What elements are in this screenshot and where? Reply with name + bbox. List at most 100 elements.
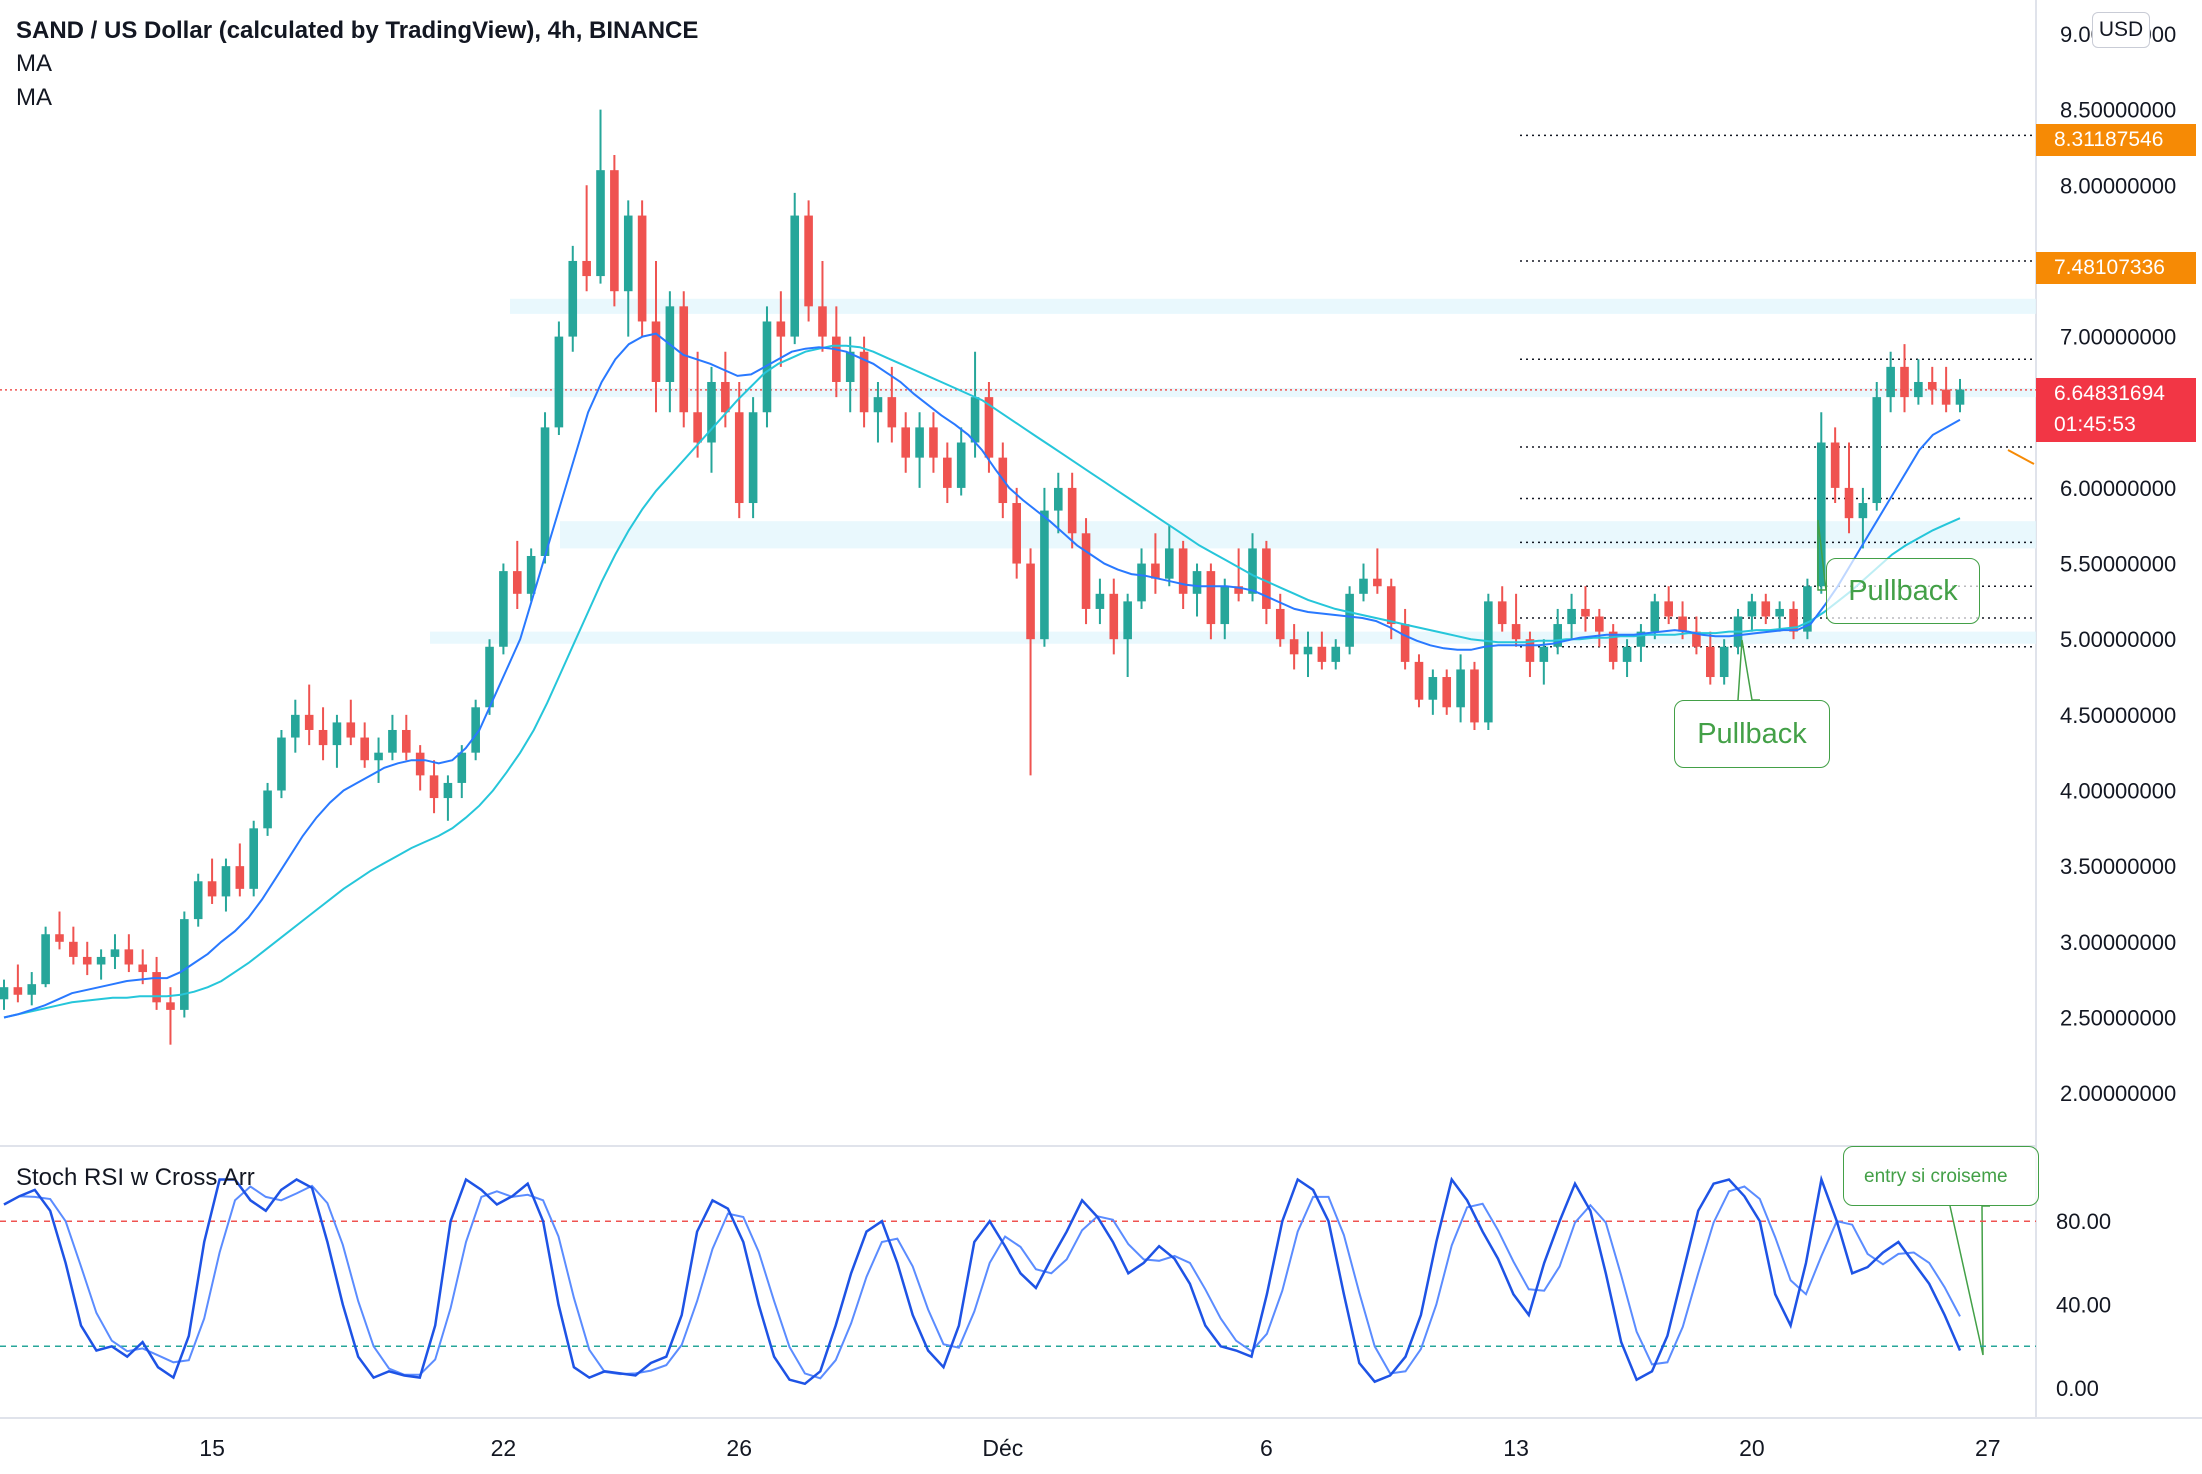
- time-tick-label: 26: [726, 1435, 752, 1461]
- candle-body: [249, 828, 259, 889]
- candle-body: [1539, 646, 1549, 662]
- candle-body: [1317, 646, 1327, 662]
- candle-body: [582, 260, 591, 277]
- stoch-tick-label: 40.00: [2056, 1293, 2111, 1318]
- candle-body: [1553, 624, 1563, 647]
- candle-body: [540, 427, 550, 556]
- stoch-tick-label: 80.00: [2056, 1209, 2111, 1234]
- pullback-note-1[interactable]: Pullback: [1826, 558, 1980, 624]
- candle-body: [1275, 608, 1285, 640]
- candle-body: [1484, 601, 1493, 723]
- candle-body: [1400, 624, 1410, 662]
- candle-body: [1705, 646, 1715, 678]
- time-tick-label: 15: [199, 1435, 225, 1461]
- currency-button[interactable]: USD: [2092, 12, 2150, 48]
- candle-body: [623, 215, 633, 292]
- candle-body: [193, 881, 203, 920]
- candle-body: [277, 737, 286, 791]
- candle-body: [762, 321, 772, 413]
- zone-band: [510, 298, 2036, 314]
- candle-body: [1414, 661, 1424, 700]
- candle-body: [166, 1002, 175, 1010]
- candlestick-series: [0, 109, 1965, 1045]
- candle-body: [1164, 548, 1174, 579]
- candle-body: [984, 397, 994, 458]
- candle-body: [1151, 563, 1160, 579]
- candle-body: [1095, 593, 1105, 609]
- candle-body: [0, 987, 9, 1000]
- candle-body: [499, 571, 508, 647]
- candle-body: [596, 170, 605, 277]
- candle-body: [485, 646, 494, 708]
- indicator-title[interactable]: Stoch RSI w Cross Arr: [16, 1164, 255, 1191]
- candle-body: [1692, 631, 1701, 647]
- candle-body: [1262, 548, 1271, 609]
- candle-body: [1678, 616, 1687, 632]
- candle-body: [1858, 503, 1868, 519]
- candle-body: [82, 956, 92, 965]
- candle-body: [1816, 442, 1826, 587]
- price-tick-label: 4.00000000: [2060, 779, 2176, 804]
- candle-body: [1803, 586, 1812, 632]
- candle-body: [1442, 677, 1452, 708]
- candle-body: [13, 987, 23, 995]
- candle-body: [804, 215, 813, 307]
- stoch-rsi-pane: [0, 1174, 2036, 1386]
- candle-body: [1497, 601, 1507, 625]
- price-tick-label: 8.50000000: [2060, 98, 2176, 123]
- candle-body: [96, 956, 106, 965]
- candle-body: [1040, 510, 1049, 640]
- candle-body: [457, 752, 467, 783]
- chart-title: SAND / US Dollar (calculated by TradingV…: [16, 17, 699, 44]
- current-price-value: 6.64831694: [2054, 382, 2165, 405]
- candle-body: [818, 306, 827, 337]
- candle-body: [1955, 389, 1965, 405]
- candle-body: [1608, 631, 1618, 662]
- candle-body: [346, 722, 356, 738]
- price-tick-label: 3.50000000: [2060, 854, 2176, 879]
- candle-body: [1234, 586, 1243, 594]
- horizontal-levels: [0, 134, 2036, 648]
- candle-body: [360, 737, 369, 761]
- candle-body: [693, 412, 702, 443]
- candle-body: [1178, 548, 1188, 594]
- price-tick-label: 4.50000000: [2060, 703, 2176, 728]
- time-tick-label: Déc: [982, 1435, 1023, 1461]
- candle-body: [401, 729, 411, 753]
- time-tick-label: 20: [1739, 1435, 1765, 1461]
- candle-body: [776, 321, 786, 337]
- pullback-connector-1: [1817, 519, 1827, 591]
- candle-body: [1650, 601, 1660, 632]
- candle-body: [1789, 608, 1798, 632]
- candle-body: [235, 866, 245, 889]
- ma-slow-line: [3, 344, 1961, 1019]
- candle-body: [429, 775, 439, 799]
- stoch-d-line: [3, 1184, 1961, 1380]
- ma-legend-1[interactable]: MA: [16, 50, 52, 77]
- candle-body: [790, 215, 800, 337]
- candle-body: [859, 351, 869, 413]
- price-tick-label: 8.00000000: [2060, 173, 2176, 198]
- candle-body: [1248, 548, 1257, 594]
- pullback-note-2[interactable]: Pullback: [1674, 700, 1830, 768]
- candle-body: [318, 729, 328, 746]
- candle-body: [956, 442, 966, 488]
- candle-body: [568, 260, 578, 337]
- entry-note[interactable]: entry si croiseme: [1843, 1146, 2039, 1206]
- candle-body: [263, 790, 272, 829]
- candle-body: [1511, 624, 1521, 640]
- price-label-high: 8.31187546: [2036, 124, 2196, 156]
- candle-body: [415, 752, 425, 776]
- candle-body: [1622, 646, 1632, 662]
- candle-body: [1761, 601, 1771, 617]
- candle-body: [1525, 639, 1535, 662]
- candle-body: [1109, 593, 1119, 640]
- stoch-k-line: [3, 1174, 1962, 1386]
- ma-legend-2[interactable]: MA: [16, 84, 52, 111]
- candle-body: [1664, 601, 1673, 617]
- candle-body: [845, 351, 855, 382]
- candle-body: [27, 984, 37, 995]
- candle-body: [1012, 503, 1021, 564]
- candle-body: [1941, 389, 1951, 405]
